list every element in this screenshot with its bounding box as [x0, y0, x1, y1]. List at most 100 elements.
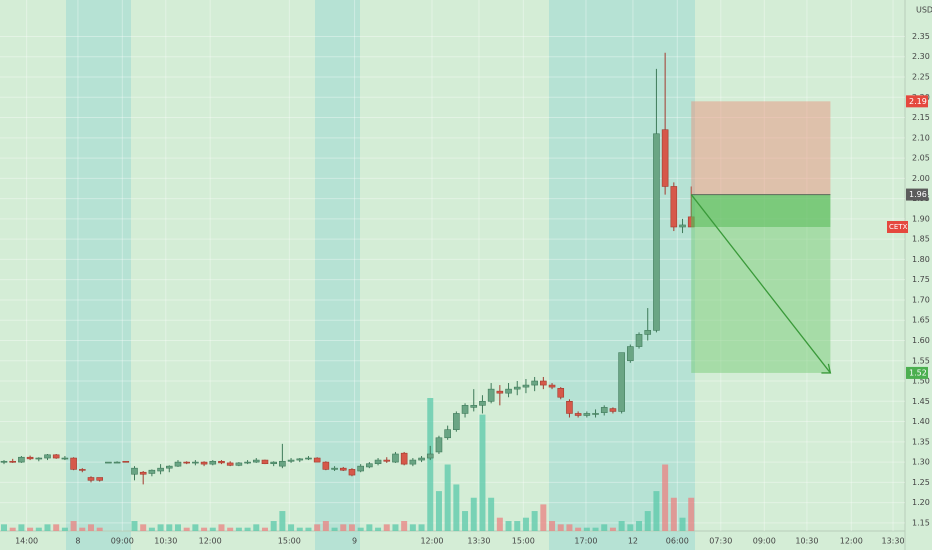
volume-bar — [514, 521, 521, 531]
candle-body — [209, 460, 217, 465]
candle-body — [192, 461, 199, 464]
volume-bar — [288, 524, 295, 531]
x-tick-label: 13:30 — [467, 537, 490, 546]
candle-body — [270, 461, 277, 465]
y-tick-label: 1.25 — [912, 478, 930, 487]
x-tick-label: 9 — [352, 537, 357, 546]
y-tick-label: 1.15 — [912, 518, 930, 527]
candle-body — [200, 461, 208, 465]
candle-body — [627, 346, 634, 362]
volume-bar — [462, 511, 469, 531]
volume-bar — [305, 527, 312, 531]
y-tick-label: 2.00 — [912, 174, 930, 183]
volume-bar — [218, 524, 225, 531]
candle-body — [574, 413, 582, 416]
candle-body — [522, 384, 530, 388]
candle-body — [287, 459, 295, 462]
candle-body — [470, 405, 478, 408]
volume-bar — [148, 527, 155, 531]
volume-bar — [87, 524, 94, 531]
candle-body — [174, 461, 182, 467]
y-tick-label: 1.20 — [912, 498, 930, 507]
volume-bar — [227, 527, 234, 531]
volume-bar — [566, 524, 573, 531]
volume-bar — [627, 524, 634, 531]
x-tick-label: 06:00 — [666, 537, 689, 546]
volume-bar — [201, 527, 208, 531]
candle-body — [487, 388, 495, 402]
volume-bar — [244, 527, 251, 531]
candle-body — [339, 467, 347, 471]
candle-body — [348, 469, 356, 476]
candle-body — [279, 460, 286, 467]
candle-body — [35, 457, 43, 460]
currency: USD — [916, 6, 932, 15]
volume-bar — [435, 491, 442, 531]
candle-body — [444, 429, 451, 439]
volume-bar — [183, 527, 190, 531]
x-tick-label: 12:00 — [420, 537, 443, 546]
candle-body — [661, 129, 669, 187]
volume-bar — [166, 524, 173, 531]
candle-body — [113, 461, 121, 464]
x-tick-label: 17:00 — [574, 537, 597, 546]
candle-body — [479, 400, 486, 406]
volume-bar — [235, 527, 242, 531]
volume-bar — [453, 484, 460, 531]
volume-bar — [392, 524, 399, 531]
volume-bar — [592, 527, 599, 531]
volume-bar — [314, 524, 321, 531]
candle-body — [331, 467, 338, 470]
y-tick-label: 1.75 — [912, 275, 930, 284]
volume-bar — [662, 464, 669, 531]
candle-body — [618, 352, 625, 412]
candle-body — [644, 330, 652, 335]
volume-bar — [53, 524, 60, 531]
arrow-head — [821, 363, 832, 374]
volume-bar — [375, 527, 382, 531]
volume-bar — [653, 491, 660, 531]
candle-body — [244, 461, 251, 464]
x-tick-label: 09:00 — [111, 537, 134, 546]
volume-bar — [609, 527, 616, 531]
volume-bar — [340, 524, 347, 531]
y-tick-label: 1.70 — [912, 295, 930, 304]
trend-arrow — [690, 194, 831, 374]
volume-bar — [18, 524, 25, 531]
candle-body — [540, 380, 547, 386]
stop-zone — [691, 101, 831, 195]
volume-bar — [575, 527, 582, 531]
candle-body — [235, 462, 243, 466]
x-tick-label: 8 — [75, 537, 80, 546]
volume-bar — [348, 524, 355, 531]
candle-body — [313, 457, 321, 463]
open-pnl-zone — [691, 194, 831, 227]
x-tick-label: 10:30 — [154, 537, 177, 546]
candle-body — [157, 467, 164, 472]
volume-bar — [261, 527, 268, 531]
candle-body — [670, 186, 678, 228]
y-tick-label: 2.15 — [912, 113, 930, 122]
candle-body — [505, 388, 512, 394]
candle-body — [453, 413, 460, 430]
candle-body — [531, 380, 538, 386]
candle-body — [418, 457, 425, 461]
candle-body — [435, 437, 443, 453]
y-tick-label: 1.40 — [912, 417, 930, 426]
candle-body — [78, 469, 86, 471]
volume-bar — [427, 398, 434, 531]
x-tick-label: 12 — [628, 537, 638, 546]
x-tick-label: 13:30 — [882, 537, 905, 546]
entry-label: 1.96 — [909, 190, 927, 199]
candle-body — [105, 461, 112, 464]
candle-body — [609, 408, 617, 412]
candle-body — [296, 458, 304, 461]
y-tick-label: 1.80 — [912, 255, 930, 264]
volume-bar — [174, 524, 181, 531]
candle-body — [366, 463, 373, 468]
candle-body — [26, 456, 34, 460]
volume-bar — [409, 524, 416, 531]
volume-bar — [35, 527, 42, 531]
y-tick-label: 1.65 — [912, 316, 930, 325]
